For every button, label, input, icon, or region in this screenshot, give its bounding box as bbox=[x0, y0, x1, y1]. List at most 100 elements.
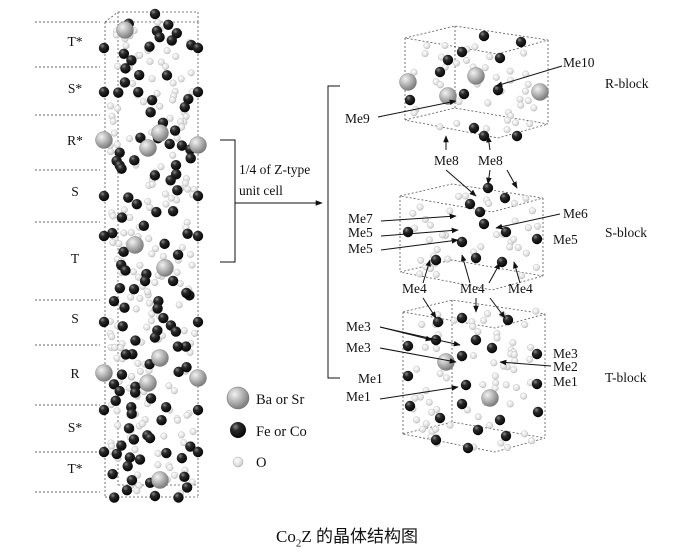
fe-atom bbox=[119, 77, 131, 88]
ba-atom bbox=[439, 87, 457, 105]
o-atom bbox=[511, 199, 518, 207]
right-crystal-atoms bbox=[399, 30, 549, 454]
o-atom bbox=[455, 98, 463, 106]
o-atom bbox=[154, 449, 162, 457]
o-atom bbox=[486, 421, 494, 429]
fe-atom bbox=[159, 238, 170, 250]
fe-atom bbox=[129, 387, 141, 398]
o-atom bbox=[526, 355, 534, 363]
o-atom bbox=[159, 253, 167, 260]
fe-atom bbox=[192, 86, 204, 98]
o-atom bbox=[484, 310, 491, 318]
figure-caption: Co2Z 的晶体结构图 bbox=[0, 522, 694, 549]
fe-atom bbox=[108, 296, 120, 307]
o-atom bbox=[136, 368, 144, 375]
fe-atom bbox=[165, 175, 176, 186]
fe-atom bbox=[152, 303, 163, 314]
o-atom bbox=[474, 328, 482, 336]
o-atom bbox=[113, 407, 121, 415]
fe-atom bbox=[145, 393, 157, 404]
layer-label: S bbox=[71, 311, 79, 326]
fe-atom bbox=[139, 275, 151, 287]
o-atom bbox=[162, 63, 169, 70]
o-atom bbox=[426, 221, 434, 229]
o-atom bbox=[502, 381, 510, 389]
o-atom bbox=[181, 179, 189, 187]
o-atom bbox=[526, 120, 534, 128]
layer-separators bbox=[35, 21, 100, 493]
o-atom bbox=[512, 119, 520, 127]
o-atom bbox=[422, 420, 430, 428]
layer-label: S bbox=[71, 184, 79, 199]
o-atom bbox=[147, 317, 155, 325]
fe-atom bbox=[402, 340, 414, 352]
fe-atom bbox=[402, 370, 414, 382]
me5-label-right: Me5 bbox=[553, 232, 578, 247]
fe-atom bbox=[180, 341, 192, 352]
o-atom bbox=[163, 47, 171, 55]
o-atom bbox=[503, 126, 511, 134]
fe-atom bbox=[114, 147, 125, 158]
o-atom bbox=[178, 244, 186, 252]
t-block-label: T-block bbox=[605, 370, 647, 385]
fe-atom bbox=[131, 198, 143, 210]
o-atom bbox=[436, 123, 444, 131]
me3-label-right: Me3 bbox=[553, 346, 578, 361]
fe-atom bbox=[192, 230, 204, 242]
ba-atom bbox=[116, 21, 134, 39]
o-atom bbox=[486, 53, 494, 61]
o-atom bbox=[131, 446, 139, 453]
o-atom bbox=[128, 79, 136, 87]
o-atom bbox=[534, 222, 542, 230]
o-atom bbox=[477, 243, 485, 251]
o-atom bbox=[134, 471, 142, 479]
fe-atom bbox=[531, 378, 543, 390]
fe-atom bbox=[107, 468, 118, 480]
fe-atom bbox=[119, 302, 130, 313]
o-atom bbox=[173, 268, 181, 276]
fe-atom bbox=[478, 130, 490, 142]
o-atom bbox=[450, 317, 458, 324]
fe-atom bbox=[126, 55, 137, 66]
o-atom bbox=[136, 261, 144, 269]
o-atom bbox=[156, 102, 164, 110]
fe-atom bbox=[98, 190, 110, 202]
o-atom bbox=[513, 384, 520, 392]
fe-atom bbox=[432, 316, 444, 328]
o-atom bbox=[157, 163, 165, 171]
fe-atom bbox=[128, 283, 140, 295]
o-atom bbox=[148, 180, 156, 188]
ba-atom bbox=[95, 364, 113, 382]
me9-label: Me9 bbox=[345, 111, 370, 126]
fe-atom bbox=[118, 48, 130, 60]
left-crystal-atoms bbox=[95, 8, 207, 503]
fe-atom bbox=[98, 316, 110, 328]
o-atom bbox=[133, 487, 141, 495]
me1-label-left-top: Me1 bbox=[358, 371, 383, 386]
o-atom bbox=[152, 245, 160, 253]
fe-atom bbox=[160, 402, 172, 413]
o-atom bbox=[446, 421, 454, 429]
o-atom bbox=[109, 117, 117, 125]
fe-atom bbox=[494, 52, 506, 64]
fe-atom bbox=[183, 93, 194, 105]
o-atom bbox=[184, 185, 192, 193]
o-atom bbox=[514, 244, 522, 251]
o-atom bbox=[418, 321, 426, 328]
o-atom bbox=[443, 374, 450, 382]
fe-atom bbox=[185, 153, 196, 164]
fe-atom bbox=[456, 350, 468, 362]
o-atom bbox=[162, 200, 170, 208]
fe-atom bbox=[144, 432, 156, 444]
o-atom bbox=[114, 421, 122, 429]
layer-label: S* bbox=[68, 81, 83, 96]
o-atom bbox=[114, 62, 122, 70]
fe-atom bbox=[98, 86, 110, 98]
o-atom bbox=[413, 365, 421, 373]
r-block-label: R-block bbox=[605, 76, 649, 91]
fe-atom bbox=[126, 408, 137, 420]
o-atom bbox=[153, 90, 161, 98]
fe-atom bbox=[146, 94, 158, 106]
fe-atom bbox=[98, 404, 110, 416]
fe-atom bbox=[458, 88, 470, 100]
